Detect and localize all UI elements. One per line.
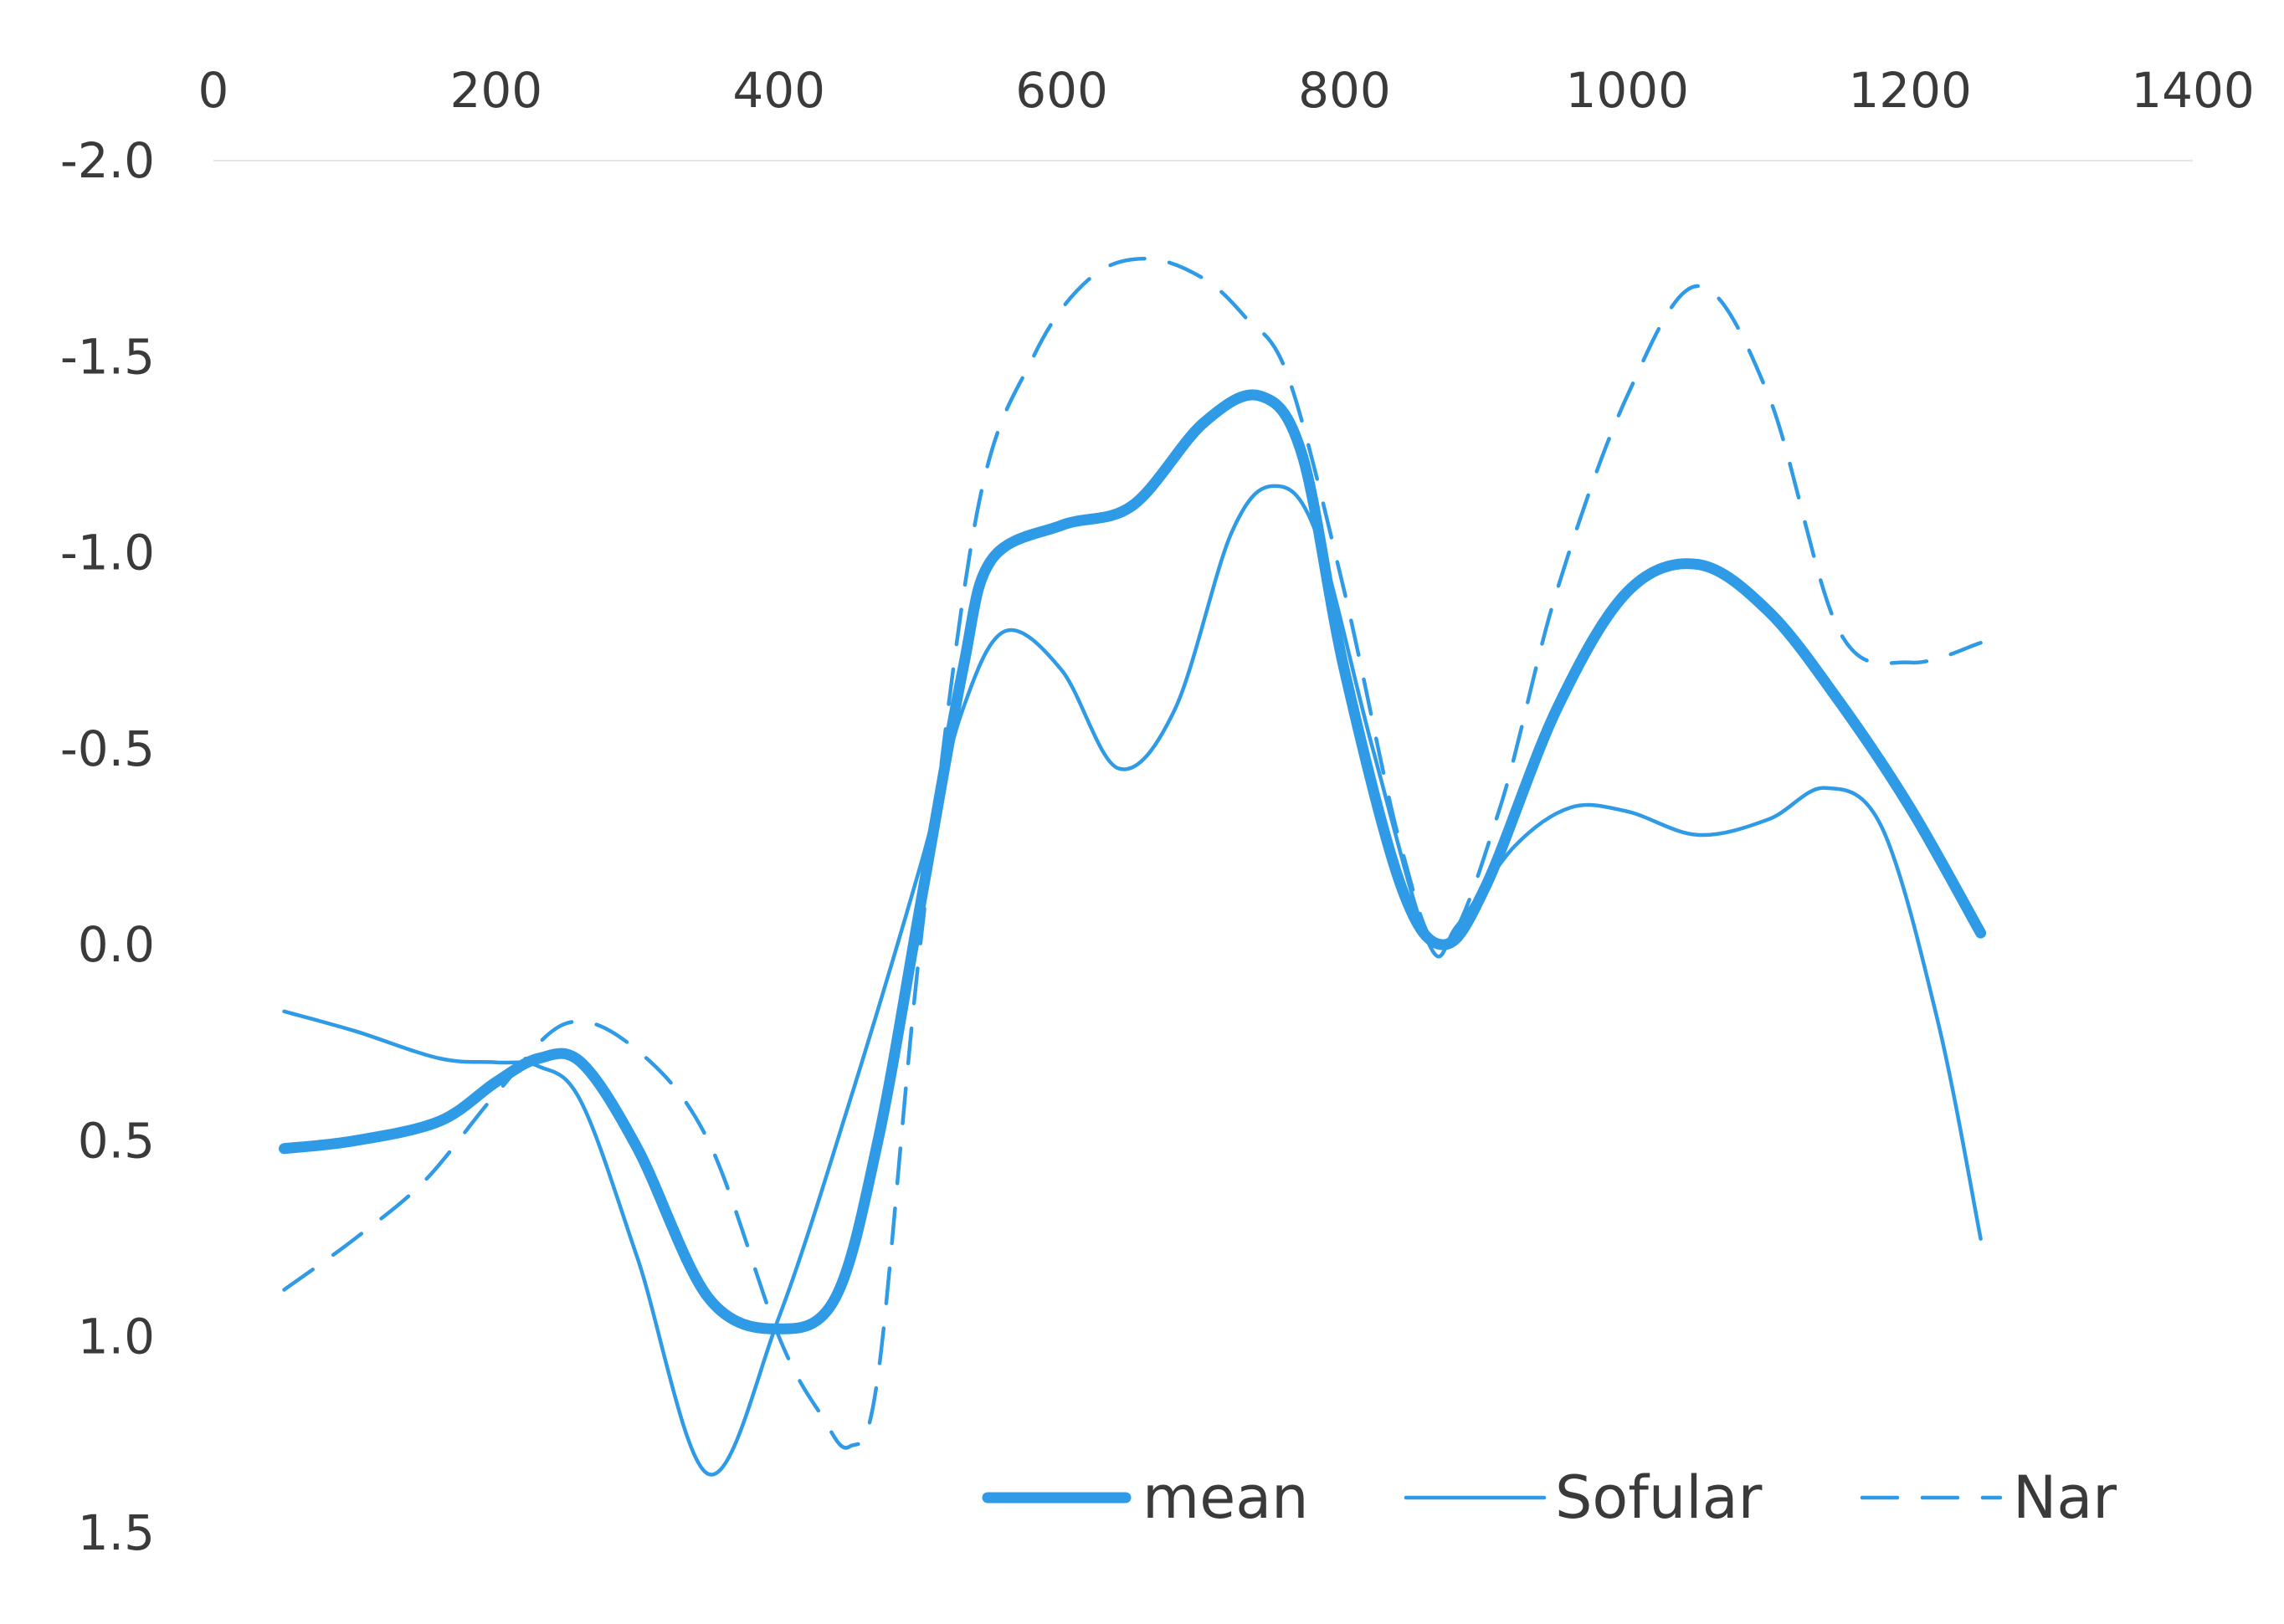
x-axis: 0 200 400 600 800 1000 1200 1400 xyxy=(198,62,2255,161)
legend-label-mean: mean xyxy=(1142,1463,1309,1532)
x-tick-label: 600 xyxy=(1015,62,1108,119)
legend-label-nar: Nar xyxy=(2013,1463,2117,1532)
y-tick-label: 0.5 xyxy=(78,1112,155,1169)
y-tick-label: -1.5 xyxy=(60,328,155,385)
series-line-mean xyxy=(279,389,1987,1335)
y-tick-label: -0.5 xyxy=(60,720,155,777)
legend-label-sofular: Sofular xyxy=(1555,1463,1763,1532)
x-tick-label: 1200 xyxy=(1848,62,1972,119)
series-line-nar xyxy=(282,256,1983,1450)
x-tick-label: 0 xyxy=(198,62,229,119)
y-tick-label: 1.5 xyxy=(78,1504,155,1561)
y-tick-label: -2.0 xyxy=(60,132,155,189)
x-tick-label: 400 xyxy=(732,62,825,119)
plot-area xyxy=(279,256,1987,1477)
y-tick-label: -1.0 xyxy=(60,525,155,581)
y-tick-label: 0.0 xyxy=(78,916,155,973)
x-tick-label: 800 xyxy=(1298,62,1391,119)
y-tick-label: 1.0 xyxy=(78,1309,155,1365)
x-tick-label: 1400 xyxy=(2131,62,2255,119)
legend: mean Sofular Nar xyxy=(982,1463,2117,1532)
x-tick-label: 200 xyxy=(449,62,542,119)
x-tick-label: 1000 xyxy=(1565,62,1689,119)
y-axis: -2.0 -1.5 -1.0 -0.5 0.0 0.5 1.0 1.5 xyxy=(60,132,155,1561)
series-line-sofular xyxy=(282,484,1983,1477)
